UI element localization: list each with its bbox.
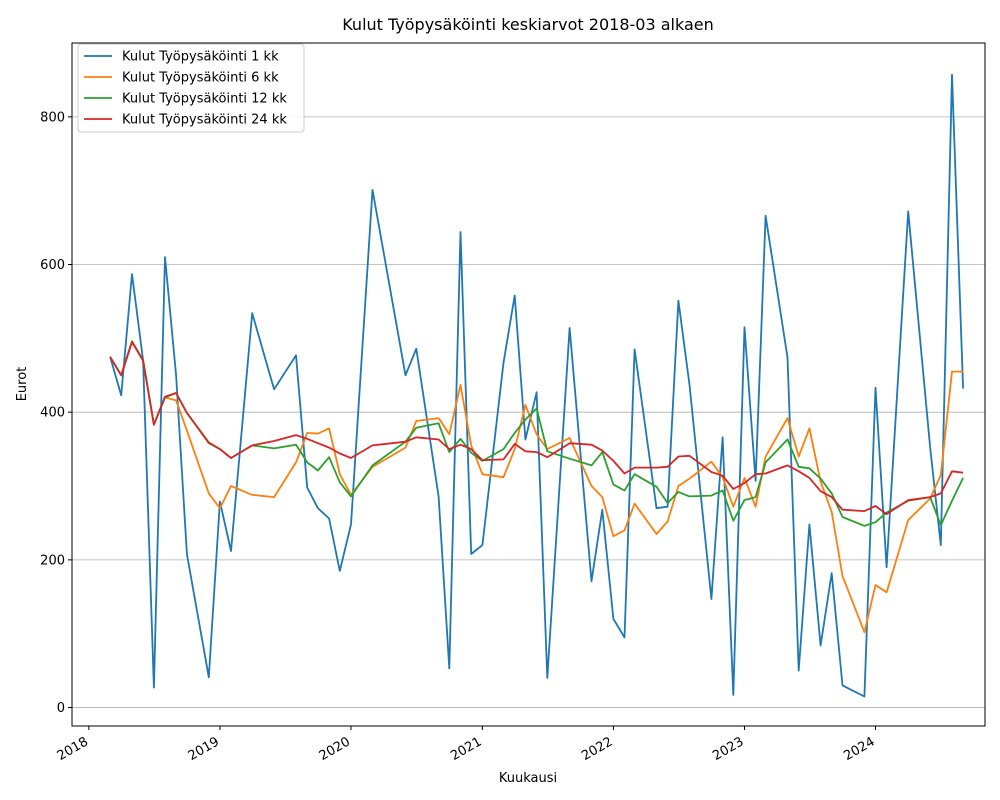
legend: Kulut Työpysäköinti 1 kk Kulut Työpysäköi…: [77, 43, 305, 133]
legend-box: [77, 43, 305, 133]
y-tick-label: 400: [40, 406, 65, 421]
series-lines: [109, 73, 964, 698]
series-line-1: [109, 73, 964, 698]
x-tick-label: 2021: [448, 734, 484, 764]
plot-frame: [71, 42, 986, 727]
chart-title: Kulut Työpysäköinti keskiarvot 2018-03 a…: [342, 15, 714, 34]
x-tick-label: 2019: [186, 734, 222, 764]
x-tick-label: 2024: [841, 734, 877, 764]
y-tick-label: 800: [40, 110, 65, 125]
x-axis-label: Kuukausi: [499, 771, 557, 786]
x-tick-label: 2023: [710, 734, 746, 764]
y-tick-label: 200: [40, 553, 65, 568]
y-tick-label: 0: [57, 701, 65, 716]
legend-entry: Kulut Työpysäköinti 24 kk: [122, 113, 287, 128]
legend-entry: Kulut Työpysäköinti 1 kk: [122, 50, 279, 65]
legend-entry: Kulut Työpysäköinti 6 kk: [122, 71, 279, 86]
series-line-4: [109, 341, 964, 515]
x-tick-label: 2020: [317, 734, 353, 764]
x-tick-label: 2018: [55, 734, 91, 764]
x-axis-ticks: 2018 2019 2020 2021 2022 2023 2024: [55, 726, 877, 764]
legend-entry: Kulut Työpysäköinti 12 kk: [122, 92, 287, 107]
series-line-2: [109, 340, 964, 634]
y-tick-label: 600: [40, 258, 65, 273]
x-tick-label: 2022: [579, 734, 615, 764]
y-axis-ticks: 0 200 400 600 800: [40, 110, 72, 716]
y-axis-label: Eurot: [15, 367, 30, 402]
